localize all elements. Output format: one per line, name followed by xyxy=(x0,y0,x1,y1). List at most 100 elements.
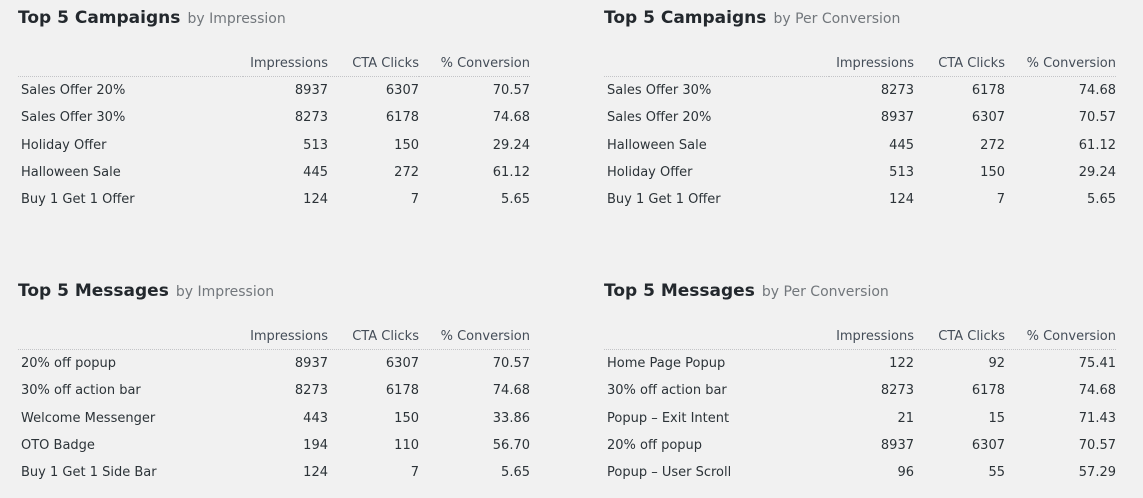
table-row: Sales Offer 30% 8273 6178 74.68 xyxy=(604,77,1116,105)
table-header-row: Impressions CTA Clicks % Conversion xyxy=(18,323,530,350)
impressions-column-header: Impressions xyxy=(243,50,328,77)
row-impressions: 8937 xyxy=(880,438,914,454)
name-column-header xyxy=(18,50,243,77)
panel-subtitle: by Impression xyxy=(175,284,275,300)
table-row: Sales Offer 20% 8937 6307 70.57 xyxy=(604,104,1116,131)
row-cta-clicks: 6307 xyxy=(385,356,419,372)
row-cta-clicks: 272 xyxy=(394,165,419,181)
table-row: Halloween Sale 445 272 61.12 xyxy=(604,132,1116,159)
row-name: Holiday Offer xyxy=(607,165,693,181)
table-row: Sales Offer 20% 8937 6307 70.57 xyxy=(18,77,530,105)
row-name: Holiday Offer xyxy=(21,137,107,153)
messages-table: Impressions CTA Clicks % Conversion 20% … xyxy=(18,323,530,486)
table-row: 20% off popup 8937 6307 70.57 xyxy=(604,432,1116,459)
row-conversion: 57.29 xyxy=(1078,465,1116,481)
row-cta-clicks: 272 xyxy=(980,137,1005,153)
row-cta-clicks: 6178 xyxy=(385,383,419,399)
table-row: Buy 1 Get 1 Offer 124 7 5.65 xyxy=(604,186,1116,213)
row-conversion: 70.57 xyxy=(492,83,530,99)
row-cta-clicks: 7 xyxy=(410,465,419,481)
row-name: Popup – User Scroll xyxy=(607,465,732,481)
row-conversion: 71.43 xyxy=(1078,410,1116,426)
row-cta-clicks: 6307 xyxy=(385,83,419,99)
row-conversion: 74.68 xyxy=(492,110,530,126)
table-row: Welcome Messenger 443 150 33.86 xyxy=(18,405,530,432)
row-impressions: 8273 xyxy=(880,383,914,399)
table-row: 30% off action bar 8273 6178 74.68 xyxy=(604,377,1116,404)
row-cta-clicks: 6307 xyxy=(971,110,1005,126)
row-cta-clicks: 6178 xyxy=(971,83,1005,99)
impressions-column-header: Impressions xyxy=(829,323,914,350)
row-cta-clicks: 150 xyxy=(394,410,419,426)
name-column-header xyxy=(604,323,829,350)
row-name: 30% off action bar xyxy=(21,383,141,399)
row-name: Buy 1 Get 1 Offer xyxy=(607,192,721,208)
row-name: OTO Badge xyxy=(21,438,95,454)
table-row: Buy 1 Get 1 Side Bar 124 7 5.65 xyxy=(18,459,530,486)
table-row: 30% off action bar 8273 6178 74.68 xyxy=(18,377,530,404)
row-conversion: 61.12 xyxy=(1078,137,1116,153)
row-name: Popup – Exit Intent xyxy=(607,410,730,426)
row-impressions: 513 xyxy=(889,165,914,181)
panel-heading: Top 5 Campaigns by Impression xyxy=(18,6,530,30)
panel-subtitle: by Per Conversion xyxy=(761,284,889,300)
row-cta-clicks: 150 xyxy=(394,137,419,153)
panel-title: Top 5 Messages xyxy=(18,281,169,301)
row-impressions: 8273 xyxy=(294,110,328,126)
conversion-column-header: % Conversion xyxy=(1005,323,1116,350)
impressions-column-header: Impressions xyxy=(243,323,328,350)
panel-subtitle: by Impression xyxy=(187,11,286,27)
row-name: 30% off action bar xyxy=(607,383,727,399)
row-conversion: 5.65 xyxy=(501,192,530,208)
row-impressions: 445 xyxy=(889,137,914,153)
row-cta-clicks: 6307 xyxy=(971,438,1005,454)
row-conversion: 29.24 xyxy=(492,137,530,153)
row-cta-clicks: 6178 xyxy=(385,110,419,126)
table-row: OTO Badge 194 110 56.70 xyxy=(18,432,530,459)
row-cta-clicks: 15 xyxy=(988,410,1005,426)
panel-subtitle: by Per Conversion xyxy=(773,11,901,27)
row-impressions: 96 xyxy=(897,465,914,481)
panel-heading: Top 5 Messages by Per Conversion xyxy=(604,279,1116,303)
panel-heading: Top 5 Messages by Impression xyxy=(18,279,530,303)
table-row: Sales Offer 30% 8273 6178 74.68 xyxy=(18,104,530,131)
row-impressions: 513 xyxy=(303,137,328,153)
table-row: Popup – Exit Intent 21 15 71.43 xyxy=(604,405,1116,432)
row-cta-clicks: 110 xyxy=(394,438,419,454)
conversion-column-header: % Conversion xyxy=(1005,50,1116,77)
row-name: 20% off popup xyxy=(607,438,703,454)
top-campaigns-by-conversion-panel: Top 5 Campaigns by Per Conversion Impres… xyxy=(604,6,1116,213)
row-impressions: 124 xyxy=(303,192,328,208)
row-conversion: 56.70 xyxy=(492,438,530,454)
table-row: Buy 1 Get 1 Offer 124 7 5.65 xyxy=(18,186,530,213)
row-name: Sales Offer 20% xyxy=(607,110,712,126)
row-name: 20% off popup xyxy=(21,356,117,372)
row-conversion: 29.24 xyxy=(1078,165,1116,181)
cta-clicks-column-header: CTA Clicks xyxy=(328,323,419,350)
panel-title: Top 5 Campaigns xyxy=(18,8,181,28)
cta-clicks-column-header: CTA Clicks xyxy=(328,50,419,77)
impressions-column-header: Impressions xyxy=(829,50,914,77)
row-name: Halloween Sale xyxy=(21,165,121,181)
table-header-row: Impressions CTA Clicks % Conversion xyxy=(604,50,1116,77)
name-column-header xyxy=(18,323,243,350)
campaigns-table: Impressions CTA Clicks % Conversion Sale… xyxy=(18,50,530,213)
row-cta-clicks: 150 xyxy=(980,165,1005,181)
row-cta-clicks: 92 xyxy=(988,356,1005,372)
table-header-row: Impressions CTA Clicks % Conversion xyxy=(604,323,1116,350)
campaigns-table: Impressions CTA Clicks % Conversion Sale… xyxy=(604,50,1116,213)
row-impressions: 124 xyxy=(889,192,914,208)
row-name: Buy 1 Get 1 Side Bar xyxy=(21,465,157,481)
row-impressions: 445 xyxy=(303,165,328,181)
table-row: Holiday Offer 513 150 29.24 xyxy=(18,132,530,159)
row-name: Welcome Messenger xyxy=(21,410,156,426)
table-row: Home Page Popup 122 92 75.41 xyxy=(604,350,1116,378)
row-conversion: 5.65 xyxy=(501,465,530,481)
row-conversion: 74.68 xyxy=(1078,383,1116,399)
row-conversion: 33.86 xyxy=(492,410,530,426)
cta-clicks-column-header: CTA Clicks xyxy=(914,323,1005,350)
row-name: Sales Offer 20% xyxy=(21,83,126,99)
row-impressions: 8937 xyxy=(294,356,328,372)
top-messages-by-conversion-panel: Top 5 Messages by Per Conversion Impress… xyxy=(604,279,1116,486)
row-cta-clicks: 7 xyxy=(996,192,1005,208)
